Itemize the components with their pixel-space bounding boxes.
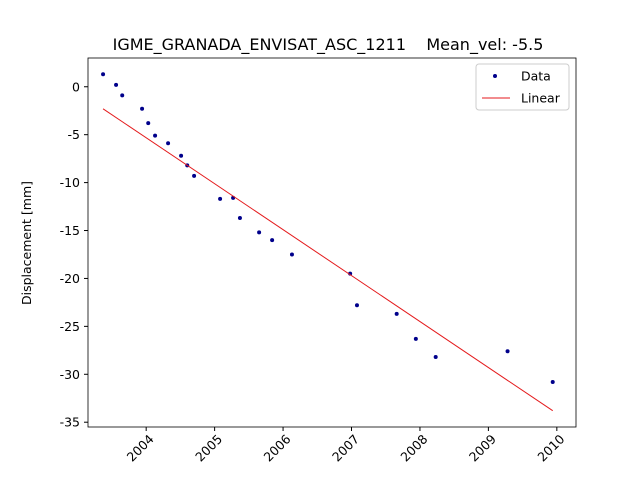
data-point bbox=[289, 252, 294, 257]
y-tick-label: -10 bbox=[60, 175, 80, 190]
data-point bbox=[550, 379, 555, 384]
y-tick-label: -5 bbox=[68, 127, 80, 142]
chart-title: IGME_GRANADA_ENVISAT_ASC_1211 Mean_vel: … bbox=[113, 35, 544, 55]
y-tick-label: -20 bbox=[60, 271, 80, 286]
x-tick-label: 2008 bbox=[397, 431, 430, 464]
legend-label: Linear bbox=[521, 91, 561, 106]
data-point bbox=[153, 133, 158, 138]
data-point bbox=[179, 153, 184, 158]
data-point bbox=[505, 349, 510, 354]
data-point bbox=[237, 216, 242, 221]
y-tick-label: -35 bbox=[60, 415, 80, 430]
data-point bbox=[257, 230, 262, 235]
data-point bbox=[354, 303, 359, 308]
legend-marker bbox=[493, 74, 497, 78]
data-point bbox=[101, 72, 106, 77]
y-tick-label: -15 bbox=[60, 223, 80, 238]
data-point bbox=[270, 238, 275, 243]
x-tick-label: 2007 bbox=[329, 431, 362, 464]
x-tick-label: 2005 bbox=[192, 431, 225, 464]
data-point bbox=[140, 106, 145, 111]
x-tick-label: 2009 bbox=[466, 431, 499, 464]
data-point bbox=[192, 173, 197, 178]
data-point bbox=[120, 93, 125, 98]
x-tick-label: 2010 bbox=[534, 431, 567, 464]
y-axis-label: Displacement [mm] bbox=[19, 181, 34, 305]
y-tick-label: 0 bbox=[72, 79, 80, 94]
data-point bbox=[166, 141, 171, 146]
data-point bbox=[218, 196, 223, 201]
data-point bbox=[433, 355, 438, 360]
legend-label: Data bbox=[521, 69, 551, 84]
data-point bbox=[114, 82, 119, 87]
data-point bbox=[348, 271, 353, 276]
x-tick-label: 2006 bbox=[261, 431, 294, 464]
x-axis-label: Measurement Date bbox=[272, 477, 392, 480]
data-point bbox=[413, 336, 418, 341]
data-point bbox=[394, 311, 399, 316]
fit-line bbox=[102, 108, 554, 412]
plot-frame bbox=[87, 57, 577, 428]
x-tick-label: 2004 bbox=[124, 431, 157, 464]
y-tick-label: -25 bbox=[60, 319, 80, 334]
data-point bbox=[146, 121, 151, 126]
y-tick-label: -30 bbox=[60, 367, 80, 382]
